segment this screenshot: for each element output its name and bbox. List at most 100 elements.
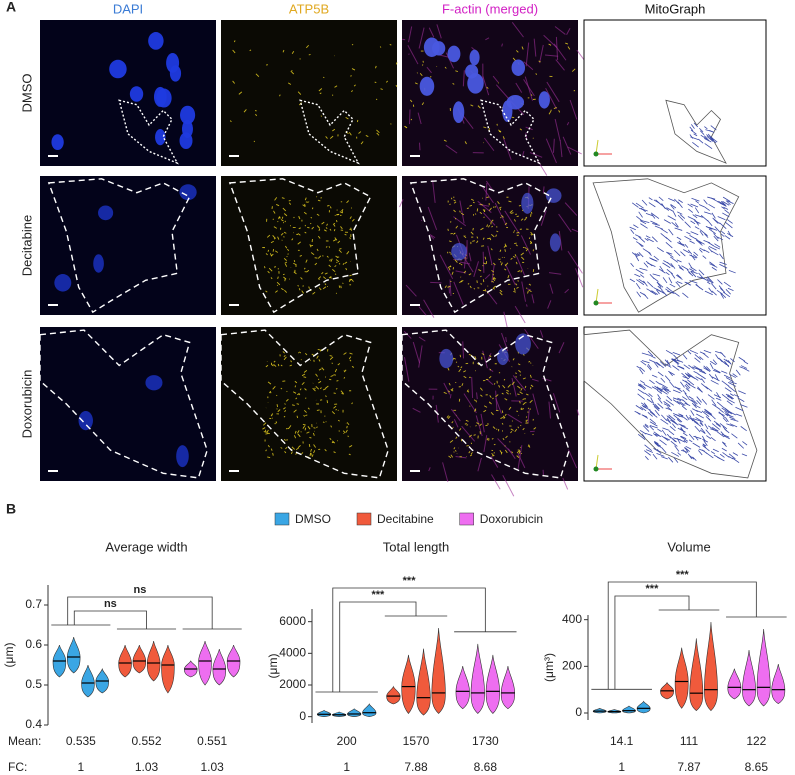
violin bbox=[198, 640, 212, 686]
column-header: MitoGraph bbox=[645, 1, 706, 16]
mitochondria bbox=[488, 401, 492, 405]
mitochondria bbox=[419, 73, 423, 77]
mean-value: 1570 bbox=[403, 734, 430, 748]
mito-segment bbox=[728, 410, 736, 416]
nucleus bbox=[155, 129, 166, 146]
mito-segment bbox=[670, 358, 677, 364]
nucleus bbox=[169, 65, 182, 82]
mitochondria bbox=[295, 447, 299, 451]
mito-segment bbox=[657, 397, 663, 404]
mito-segment bbox=[652, 403, 660, 410]
mito-segment bbox=[659, 439, 667, 446]
fold-change: 1.03 bbox=[200, 760, 224, 774]
mitochondria bbox=[301, 382, 305, 386]
mito-segment bbox=[644, 237, 649, 242]
significance-label: *** bbox=[371, 589, 385, 601]
mito-segment bbox=[695, 239, 703, 246]
mito-segment bbox=[684, 281, 692, 286]
mitochondria bbox=[306, 269, 310, 273]
significance-bracket bbox=[614, 595, 690, 690]
mitochondria bbox=[395, 84, 398, 87]
mitochondria bbox=[291, 50, 295, 55]
mitochondria bbox=[504, 398, 508, 401]
mito-segment bbox=[711, 376, 720, 382]
mito-segment bbox=[685, 383, 691, 389]
mitochondria bbox=[304, 353, 308, 356]
actin bbox=[540, 210, 547, 226]
mito-segment bbox=[676, 281, 683, 285]
mitochondria bbox=[267, 445, 270, 448]
mito-segment bbox=[719, 358, 727, 366]
actin bbox=[501, 43, 503, 47]
violin bbox=[622, 705, 636, 714]
mito-segment bbox=[704, 126, 708, 130]
mito-segment bbox=[664, 363, 672, 368]
mito-segment bbox=[645, 213, 654, 217]
mitochondria bbox=[303, 415, 306, 417]
mito-segment bbox=[651, 386, 659, 391]
mitochondria bbox=[514, 254, 517, 257]
mitochondria bbox=[389, 44, 392, 46]
mito-segment bbox=[696, 413, 705, 419]
mitochondria bbox=[492, 262, 496, 266]
mito-segment bbox=[699, 429, 706, 434]
mitochondria bbox=[479, 423, 483, 427]
mitochondria bbox=[267, 381, 272, 385]
y-tick-label: 0 bbox=[299, 709, 306, 723]
mitochondria bbox=[345, 116, 349, 120]
actin bbox=[525, 304, 528, 307]
mitochondria bbox=[343, 376, 346, 379]
mito-segment bbox=[672, 397, 682, 401]
mitochondria bbox=[482, 237, 485, 240]
mito-segment bbox=[649, 425, 658, 429]
mitochondria bbox=[308, 286, 310, 289]
mitochondria bbox=[530, 241, 533, 245]
mitochondria bbox=[558, 110, 561, 113]
mitochondria bbox=[464, 423, 467, 425]
mitochondria bbox=[530, 211, 533, 214]
mitochondria bbox=[530, 231, 534, 236]
mito-segment bbox=[670, 204, 677, 209]
mito-segment bbox=[656, 389, 663, 394]
mito-segment bbox=[655, 361, 661, 366]
violin bbox=[636, 700, 651, 714]
mito-segment bbox=[721, 380, 730, 387]
mito-segment bbox=[687, 453, 693, 460]
violin bbox=[132, 644, 147, 674]
actin bbox=[567, 449, 578, 469]
mitochondria bbox=[506, 391, 509, 395]
mito-segment bbox=[682, 389, 687, 395]
mitochondria bbox=[303, 376, 307, 378]
mito-segment bbox=[714, 243, 721, 248]
mitochondria bbox=[299, 255, 302, 257]
mito-segment bbox=[672, 365, 680, 371]
mitochondria bbox=[277, 276, 279, 279]
mito-segment bbox=[654, 433, 662, 438]
nucleus bbox=[129, 86, 144, 102]
mitochondria bbox=[525, 393, 529, 396]
mitochondria bbox=[324, 449, 327, 452]
mitochondria bbox=[329, 259, 331, 262]
mitochondria bbox=[463, 235, 467, 239]
mito-segment bbox=[706, 435, 712, 440]
mitochondria bbox=[461, 383, 464, 386]
mito-segment bbox=[685, 388, 690, 392]
nucleus bbox=[179, 132, 193, 150]
mito-segment bbox=[729, 423, 738, 428]
nucleus bbox=[51, 134, 64, 150]
mito-segment bbox=[700, 134, 708, 140]
mitochondria bbox=[519, 391, 523, 395]
actin bbox=[462, 341, 465, 359]
mito-segment bbox=[697, 386, 703, 393]
mitochondria bbox=[335, 388, 338, 390]
mito-segment bbox=[640, 406, 647, 412]
mitochondria bbox=[499, 292, 503, 296]
mito-segment bbox=[724, 417, 729, 423]
mito-segment bbox=[674, 198, 680, 204]
mito-segment bbox=[661, 429, 667, 436]
mito-segment bbox=[649, 411, 658, 418]
mitochondria bbox=[330, 258, 333, 262]
mitochondria bbox=[463, 375, 467, 379]
mitochondria bbox=[548, 43, 552, 46]
mito-segment bbox=[679, 401, 686, 406]
